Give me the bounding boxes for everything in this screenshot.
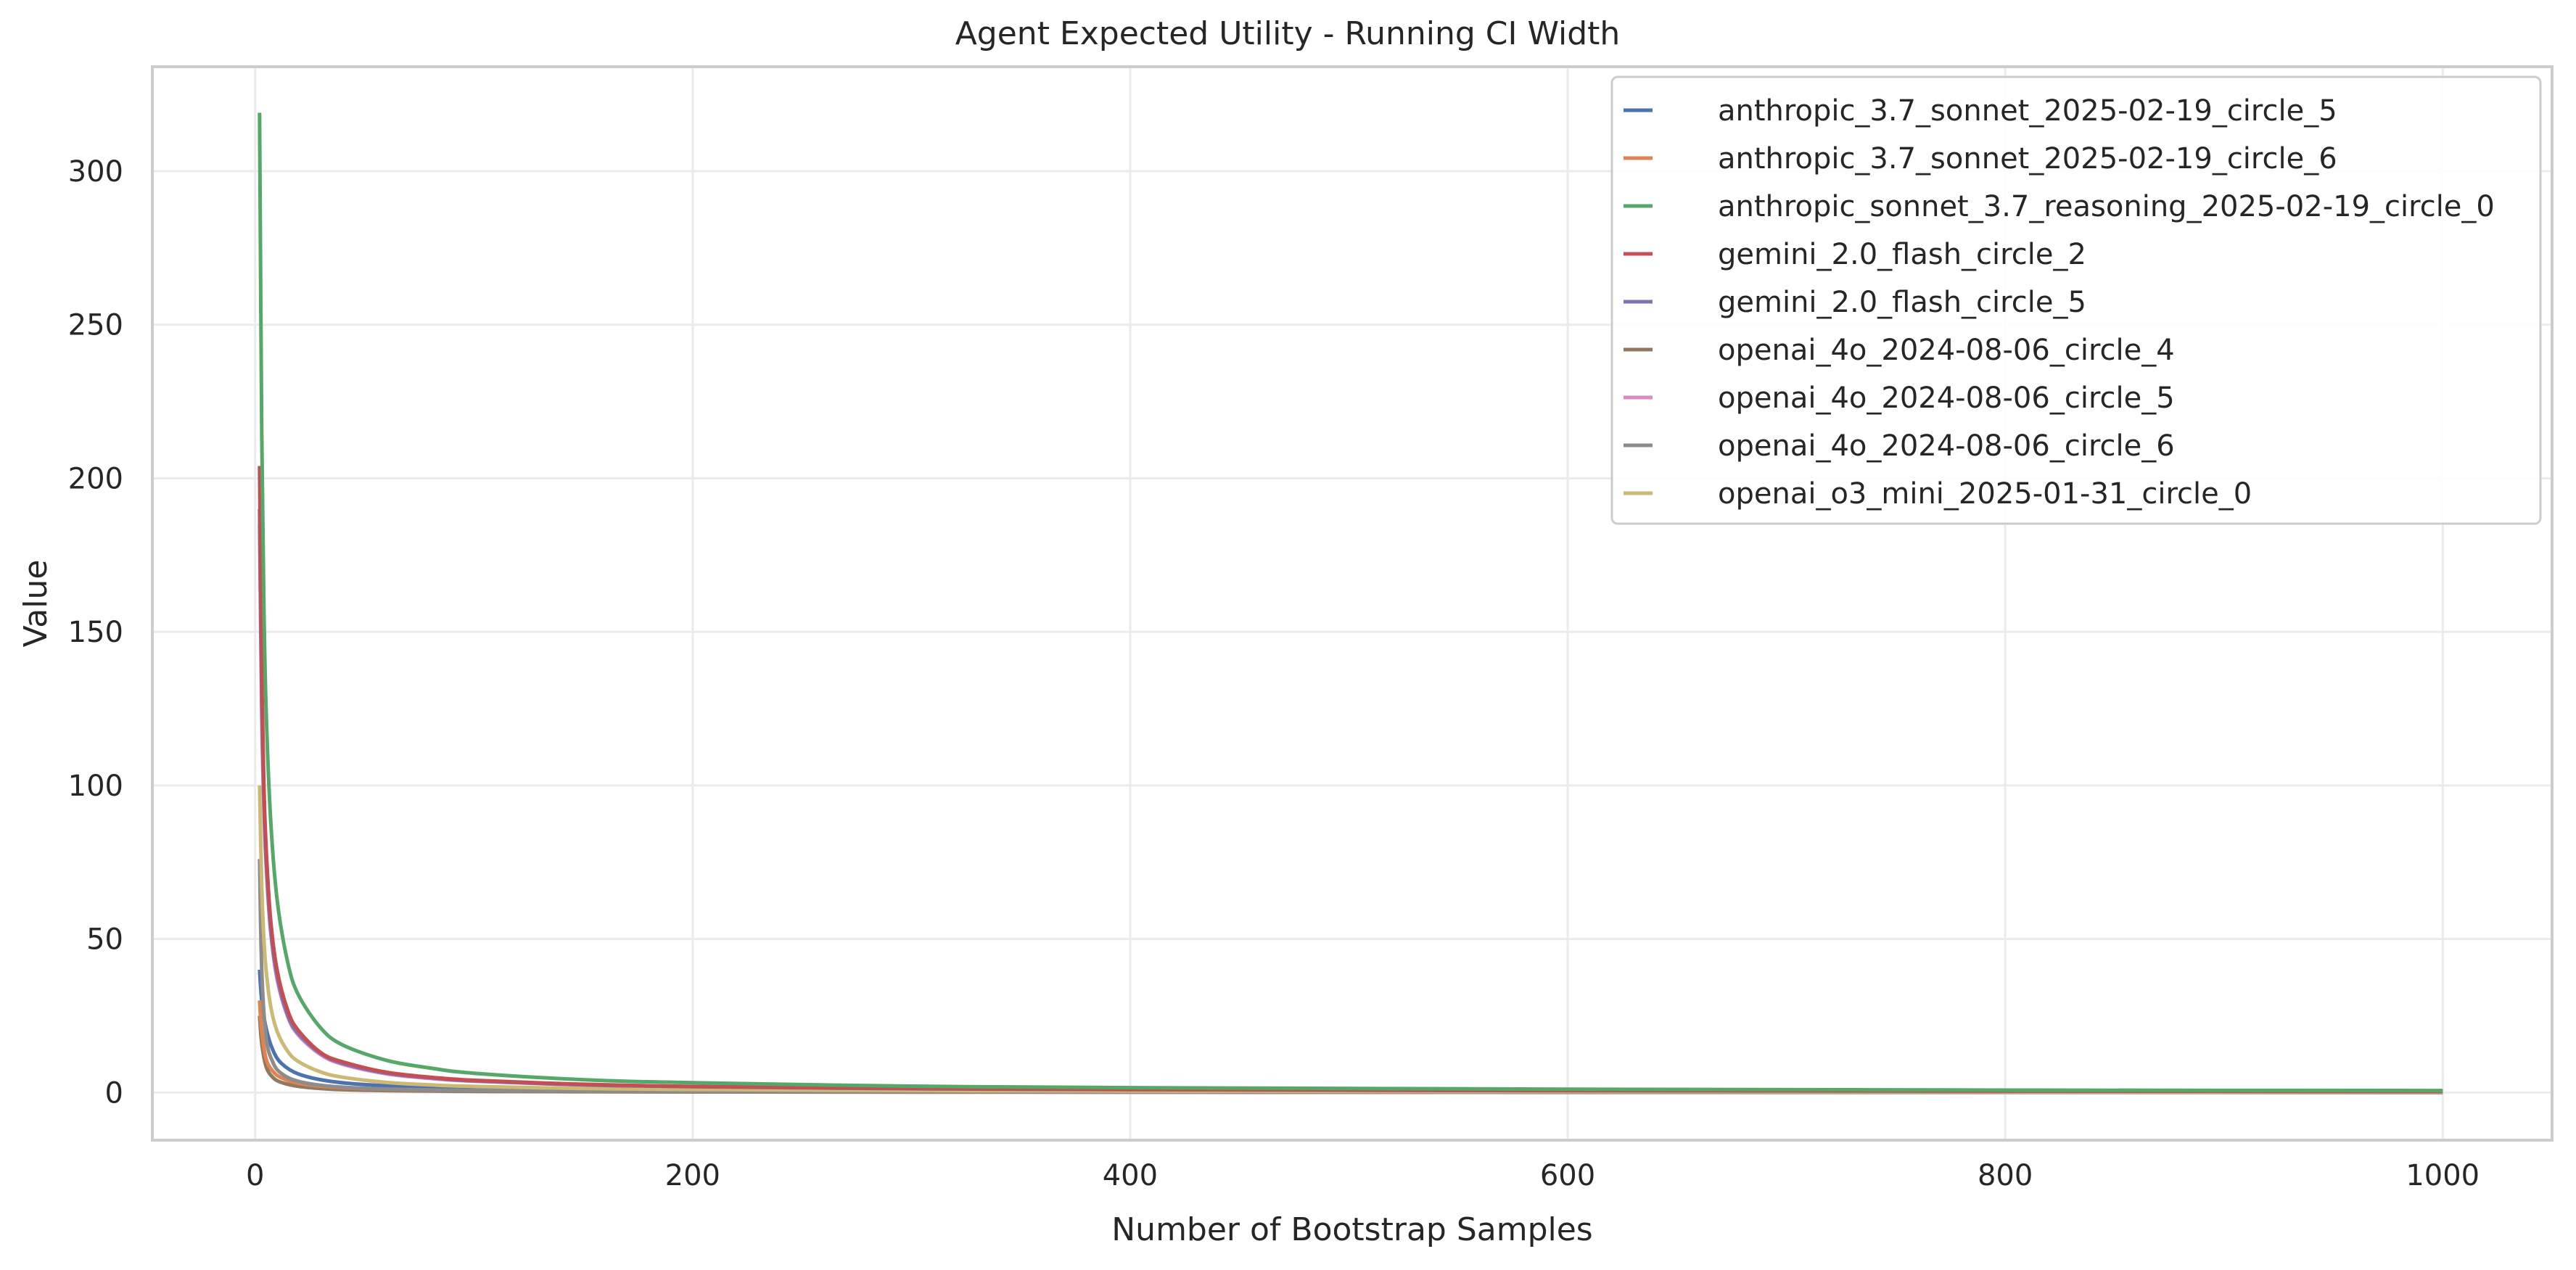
y-tick-label: 200: [68, 462, 123, 495]
legend-label: openai_4o_2024-08-06_circle_6: [1718, 429, 2175, 463]
y-tick-label: 250: [68, 309, 123, 342]
legend-label: anthropic_3.7_sonnet_2025-02-19_circle_5: [1718, 94, 2337, 128]
legend-entries: anthropic_3.7_sonnet_2025-02-19_circle_5…: [1624, 94, 2495, 511]
y-tick-label: 0: [105, 1076, 123, 1110]
y-tick-label: 150: [68, 616, 123, 649]
x-tick-label: 0: [246, 1159, 264, 1192]
legend-label: anthropic_sonnet_3.7_reasoning_2025-02-1…: [1718, 190, 2495, 223]
legend-frame: [1610, 75, 2542, 525]
legend-label: openai_4o_2024-08-06_circle_4: [1718, 334, 2175, 367]
legend-label: openai_o3_mini_2025-01-31_circle_0: [1718, 477, 2252, 511]
y-tick-label: 300: [68, 155, 123, 189]
legend-label: openai_4o_2024-08-06_circle_5: [1718, 382, 2175, 415]
legend-label: gemini_2.0_flash_circle_5: [1718, 286, 2086, 319]
x-tick-label: 1000: [2406, 1159, 2480, 1192]
series-lines: [258, 112, 2443, 1094]
x-tick-label: 800: [1978, 1159, 2033, 1192]
x-tick-label: 200: [665, 1159, 720, 1192]
x-tick-label: 600: [1540, 1159, 1595, 1192]
y-tick-label: 100: [68, 770, 123, 803]
y-tick-label: 50: [86, 923, 123, 957]
legend: anthropic_3.7_sonnet_2025-02-19_circle_5…: [1610, 75, 2542, 525]
legend-label: gemini_2.0_flash_circle_2: [1718, 238, 2086, 271]
x-axis-label: Number of Bootstrap Samples: [1111, 1211, 1592, 1248]
x-tick-label: 400: [1103, 1159, 1158, 1192]
x-tick-labels: 0 200 400 600 800 1000: [246, 1159, 2480, 1192]
plot-frame: [151, 65, 2554, 1142]
y-axis-label: Value: [17, 560, 54, 648]
legend-label: anthropic_3.7_sonnet_2025-02-19_circle_6: [1718, 142, 2337, 176]
series-line: [258, 112, 2443, 1093]
chart-title: Agent Expected Utility - Running CI Widt…: [955, 15, 1621, 52]
y-tick-labels: 0 50 100 150 200 250 300: [68, 155, 123, 1110]
